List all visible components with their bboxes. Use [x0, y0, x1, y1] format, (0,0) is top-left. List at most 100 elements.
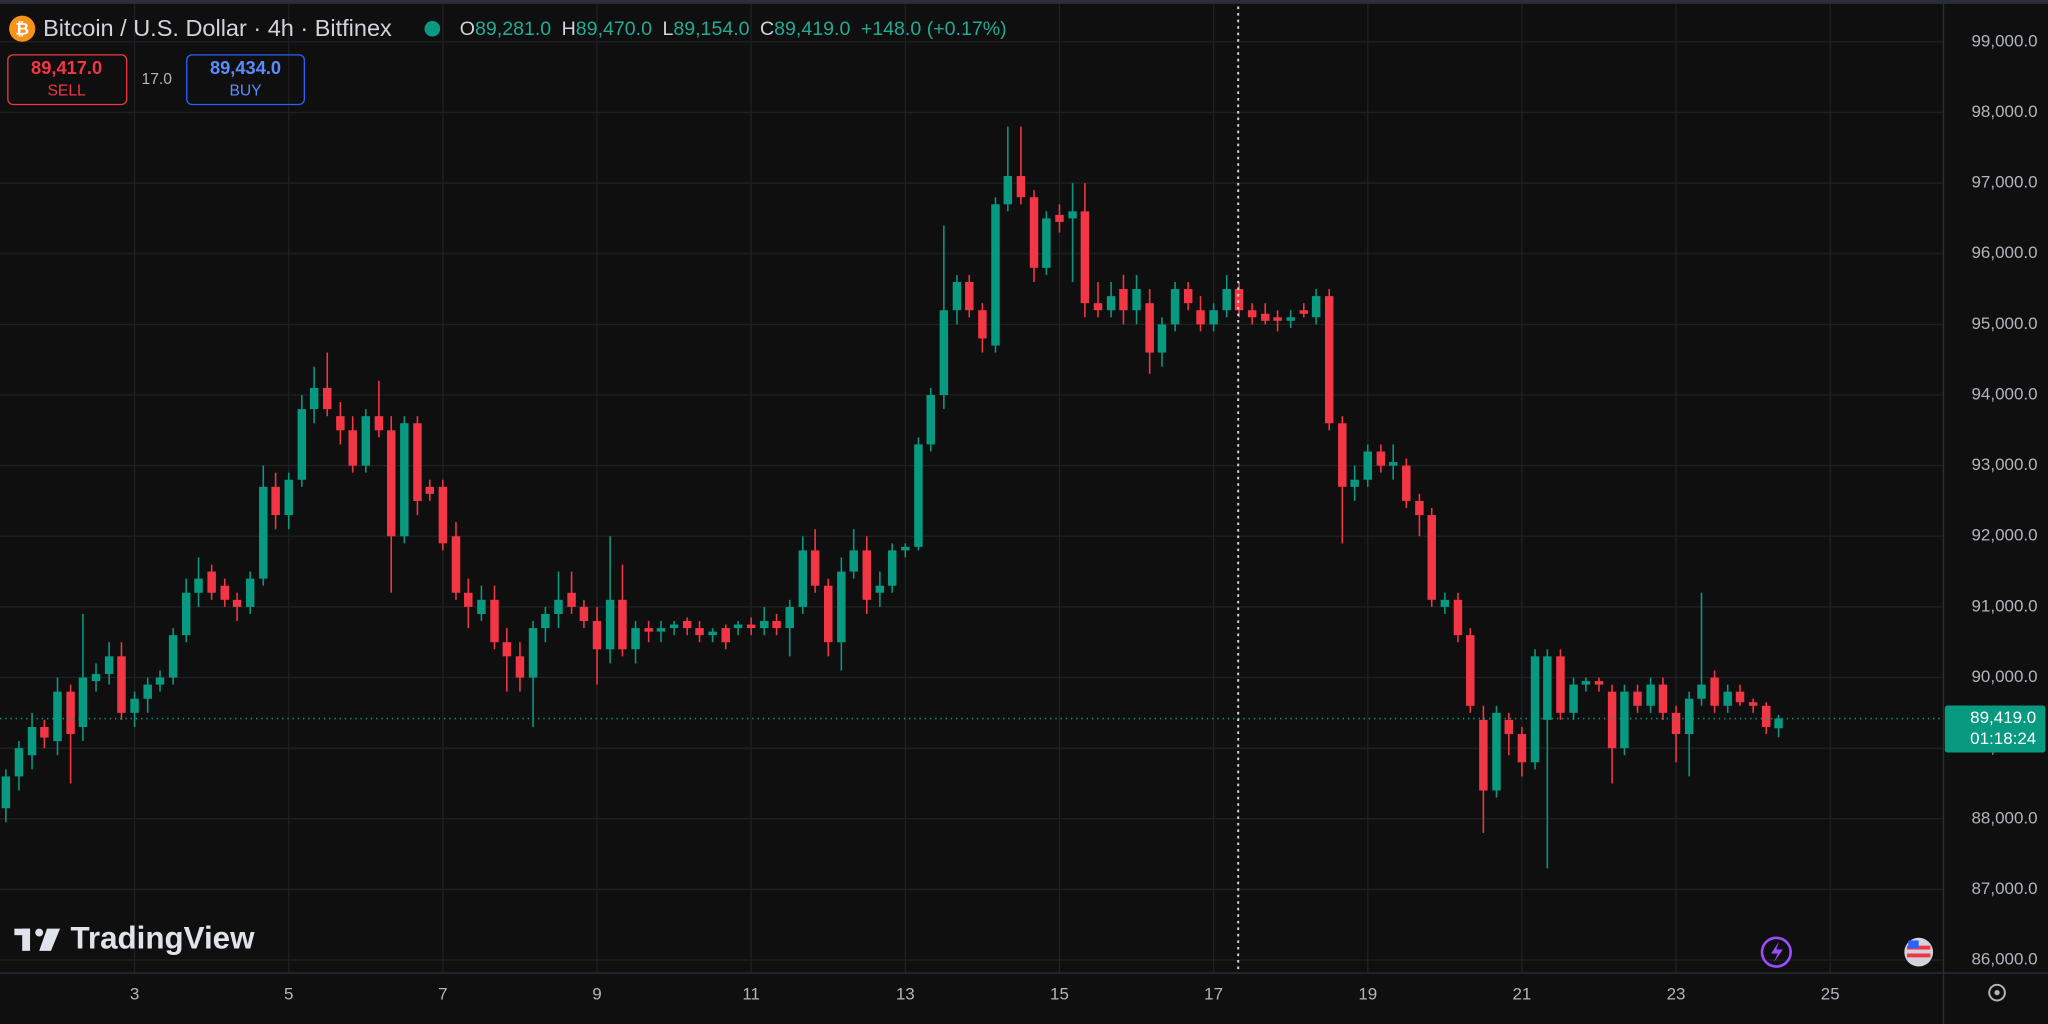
settings-dot: [1994, 990, 2000, 996]
candle-body: [1492, 712, 1501, 791]
candle-body: [464, 592, 473, 607]
x-tick-label: 13: [896, 985, 915, 1004]
y-tick-label: 90,000.0: [1971, 667, 2037, 686]
candle-body: [1132, 289, 1141, 311]
alert-glyph: [1771, 941, 1783, 963]
x-tick-label: 15: [1050, 985, 1069, 1004]
candle-body: [1222, 289, 1231, 311]
candle-body: [1363, 451, 1373, 480]
candle-body: [631, 628, 640, 650]
candle-body: [1106, 296, 1116, 311]
spread: 17.0: [141, 71, 172, 88]
candle-body: [1145, 303, 1154, 353]
ohlc-change: +148.0 (+0.17%): [861, 18, 1007, 40]
logo-part: [22, 928, 31, 951]
candle-body: [1543, 656, 1552, 720]
candle-body: [965, 281, 974, 311]
candle-body: [1671, 712, 1681, 735]
candle-body: [1029, 197, 1039, 268]
candle-body: [232, 599, 242, 607]
candle-body: [528, 628, 538, 678]
candle-body: [579, 606, 589, 622]
y-tick-label: 99,000.0: [1971, 31, 2037, 50]
candle-body: [1286, 317, 1295, 321]
x-tick-label: 25: [1821, 985, 1840, 1004]
candle-body: [297, 409, 307, 480]
last-price-box: [1944, 705, 2046, 753]
candle-body: [901, 546, 910, 551]
top-border: [0, 0, 2048, 4]
candle-body: [644, 628, 653, 632]
sell-label: SELL: [47, 83, 86, 100]
candle-body: [875, 585, 885, 593]
candle-body: [772, 621, 781, 629]
candle-body: [1234, 289, 1244, 311]
candle-body: [1427, 515, 1436, 600]
settings-icon[interactable]: [1988, 983, 2006, 1002]
candle-body: [1517, 734, 1527, 763]
candle-body: [1080, 211, 1090, 304]
candle-body: [1556, 656, 1565, 713]
candle-body: [1569, 684, 1578, 713]
sell-button[interactable]: [7, 54, 128, 106]
ohlc-key: C: [760, 18, 774, 40]
countdown-label: 01:18:24: [1970, 729, 2036, 748]
candle-body: [309, 387, 319, 410]
buy-label: BUY: [229, 83, 262, 100]
candle-body: [400, 423, 409, 537]
x-tick-label: 3: [130, 985, 139, 1004]
candle-body: [914, 444, 923, 547]
candle-body: [1273, 317, 1282, 321]
candle-body: [1723, 691, 1732, 706]
candle-body: [117, 656, 126, 713]
candle-body: [1594, 681, 1604, 685]
candle-body: [1633, 691, 1642, 706]
ohlc-key: L: [662, 18, 673, 40]
candle-body: [1350, 479, 1359, 487]
y-tick-label: 88,000.0: [1971, 808, 2037, 827]
candle-body: [1119, 289, 1128, 311]
x-tick-label: 23: [1667, 985, 1686, 1004]
candle-body: [810, 550, 820, 586]
symbol-title: Bitcoin / U.S. Dollar · 4h · Bitfinex: [43, 15, 392, 41]
y-tick-label: 91,000.0: [1971, 596, 2037, 615]
candle-body: [1183, 289, 1193, 304]
candle-body: [1402, 465, 1411, 501]
candle-body: [862, 550, 872, 600]
ohlc-legend: O89,281.0 H89,470.0 L89,154.0 C89,419.0 +148…: [460, 18, 1007, 40]
y-tick-label: 95,000.0: [1971, 314, 2037, 333]
candle-body: [887, 550, 897, 586]
candle-body: [181, 592, 191, 636]
candle-body: [785, 606, 794, 629]
candle-body: [477, 599, 486, 614]
candle-body: [567, 592, 576, 607]
y-tick-label: 92,000.0: [1971, 526, 2037, 545]
buy-button[interactable]: [186, 54, 305, 106]
candle-body: [708, 631, 717, 636]
candle-body: [1338, 423, 1347, 487]
candle-body: [1774, 718, 1783, 729]
candle-body: [1607, 691, 1617, 749]
candle-body: [1453, 599, 1463, 636]
logo-part: [39, 928, 61, 951]
candle-body: [1658, 684, 1668, 713]
alert-icon[interactable]: [1760, 936, 1792, 968]
candle-body: [592, 621, 602, 650]
buy-price: 89,434.0: [210, 57, 281, 78]
flag-stripe: [1906, 953, 1931, 958]
candle-body: [348, 430, 357, 466]
y-tick-label: 86,000.0: [1971, 950, 2037, 969]
y-tick-label: 96,000.0: [1971, 243, 2037, 262]
candle-body: [515, 656, 525, 678]
candle-body: [682, 621, 692, 629]
candle-body: [1324, 296, 1334, 424]
candle-body: [425, 486, 435, 494]
candle-body: [554, 599, 563, 614]
candle-body: [605, 599, 615, 650]
candle-body: [386, 430, 396, 537]
candle-body: [952, 281, 962, 311]
candle-body: [259, 486, 268, 579]
candle-body: [53, 691, 62, 742]
candle-body: [1016, 176, 1026, 198]
